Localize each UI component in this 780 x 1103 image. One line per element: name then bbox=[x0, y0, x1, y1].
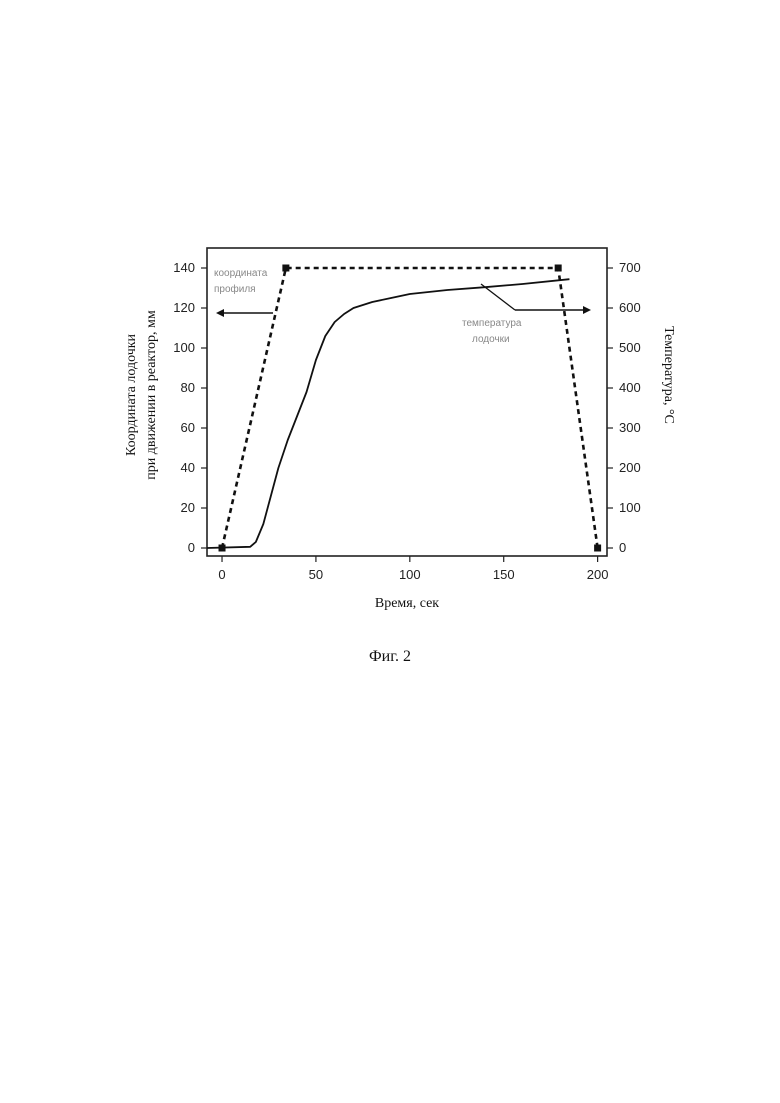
y-right-tick-label: 600 bbox=[619, 300, 641, 315]
figure-caption: Фиг. 2 bbox=[0, 648, 780, 666]
annotation-leader bbox=[481, 284, 515, 310]
x-axis-title: Время, сек bbox=[375, 596, 439, 611]
x-tick-label: 150 bbox=[493, 567, 515, 582]
x-tick-label: 200 bbox=[587, 567, 609, 582]
y-left-tick-label: 140 bbox=[173, 260, 195, 275]
y-left-tick-label: 40 bbox=[181, 460, 195, 475]
annotation-temperature-text: температура bbox=[462, 318, 522, 329]
y-left-axis-title-line1: Координата лодочки bbox=[124, 333, 139, 456]
annotation-temperature-text: лодочки bbox=[472, 334, 510, 345]
y-left-tick-label: 60 bbox=[181, 420, 195, 435]
y-left-tick-label: 80 bbox=[181, 380, 195, 395]
arrowhead-left bbox=[216, 309, 224, 317]
annotation-profile-text: координата bbox=[214, 268, 268, 279]
y-right-axis-title: Температура, °C bbox=[661, 326, 676, 424]
arrowhead-right bbox=[583, 306, 591, 314]
y-left-tick-label: 20 bbox=[181, 500, 195, 515]
x-tick-label: 0 bbox=[218, 567, 225, 582]
y-left-axis-title-line2: при движении в реактор, мм bbox=[144, 310, 159, 480]
y-right-tick-label: 0 bbox=[619, 540, 626, 555]
x-tick-label: 100 bbox=[399, 567, 421, 582]
data-marker bbox=[282, 265, 289, 272]
ticks-layer: 0 50 100 150 200 0 20 40 60 80 100 120 140 0 100 200 300… bbox=[173, 260, 640, 582]
annotation-profile-text: профиля bbox=[214, 283, 256, 295]
y-left-tick-label: 120 bbox=[173, 300, 195, 315]
y-right-tick-label: 500 bbox=[619, 340, 641, 355]
y-left-tick-label: 0 bbox=[188, 540, 195, 555]
x-tick-label: 50 bbox=[309, 567, 323, 582]
y-right-tick-label: 200 bbox=[619, 460, 641, 475]
data-marker bbox=[594, 545, 601, 552]
y-right-tick-label: 400 bbox=[619, 380, 641, 395]
y-left-tick-label: 100 bbox=[173, 340, 195, 355]
data-marker bbox=[555, 265, 562, 272]
y-right-tick-label: 300 bbox=[619, 420, 641, 435]
y-right-tick-label: 700 bbox=[619, 260, 641, 275]
y-right-tick-label: 100 bbox=[619, 500, 641, 515]
series-layer bbox=[207, 265, 601, 552]
